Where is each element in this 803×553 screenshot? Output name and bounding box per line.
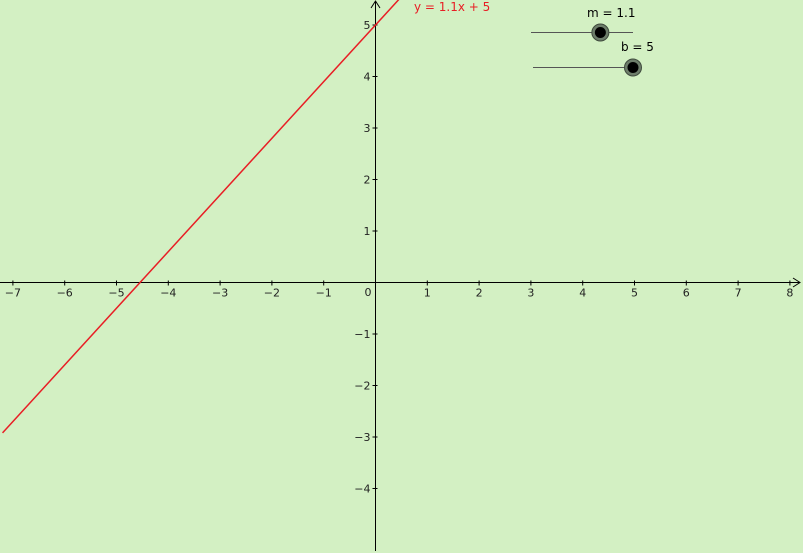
- origin-label: 0: [365, 286, 372, 299]
- x-tick-label: −3: [212, 287, 228, 300]
- y-ticks: 5 4 3 2 1 −1 −2 −3 −4: [354, 19, 378, 496]
- x-tick-label: −5: [108, 287, 124, 300]
- slider-b[interactable]: b = 5: [533, 40, 654, 77]
- slider-b-label: b = 5: [621, 40, 654, 54]
- y-tick-label: −4: [354, 483, 370, 496]
- x-tick-label: 8: [786, 287, 793, 300]
- y-tick-label: 2: [364, 174, 371, 187]
- x-axis-arrow: [792, 277, 801, 288]
- x-tick-label: 4: [579, 287, 586, 300]
- x-tick-label: −6: [57, 287, 73, 300]
- y-axis-arrow: [370, 0, 381, 9]
- line-equation-label[interactable]: y = 1.1x + 5: [414, 0, 490, 14]
- y-tick-label: −3: [354, 431, 370, 444]
- y-tick-label: −2: [354, 380, 370, 393]
- y-tick-label: 4: [364, 71, 371, 84]
- series-layer: [1, 0, 400, 434]
- x-tick-label: −4: [160, 287, 176, 300]
- x-tick-label: 3: [527, 287, 534, 300]
- x-tick-label: 5: [631, 287, 638, 300]
- x-tick-label: 2: [476, 287, 483, 300]
- slider-m-label: m = 1.1: [587, 6, 635, 20]
- x-tick-label: 7: [735, 287, 742, 300]
- x-tick-label: −7: [5, 287, 21, 300]
- y-tick-label: 3: [364, 122, 371, 135]
- y-tick-label: 5: [364, 19, 371, 32]
- y-tick-label: 1: [364, 225, 371, 238]
- y-tick-label: −1: [354, 328, 370, 341]
- series-line[interactable]: [1, 0, 400, 434]
- x-tick-label: 6: [683, 287, 690, 300]
- slider-m-handle[interactable]: [594, 27, 606, 38]
- x-tick-label: −2: [264, 287, 280, 300]
- slider-m[interactable]: m = 1.1: [531, 6, 635, 42]
- x-tick-label: 1: [424, 287, 431, 300]
- x-ticks: −7 −6 −5 −4 −3 −2 −1 1 2 3 4 5 6 7 8: [5, 280, 793, 300]
- slider-b-handle[interactable]: [627, 62, 639, 73]
- x-tick-label: −1: [316, 287, 332, 300]
